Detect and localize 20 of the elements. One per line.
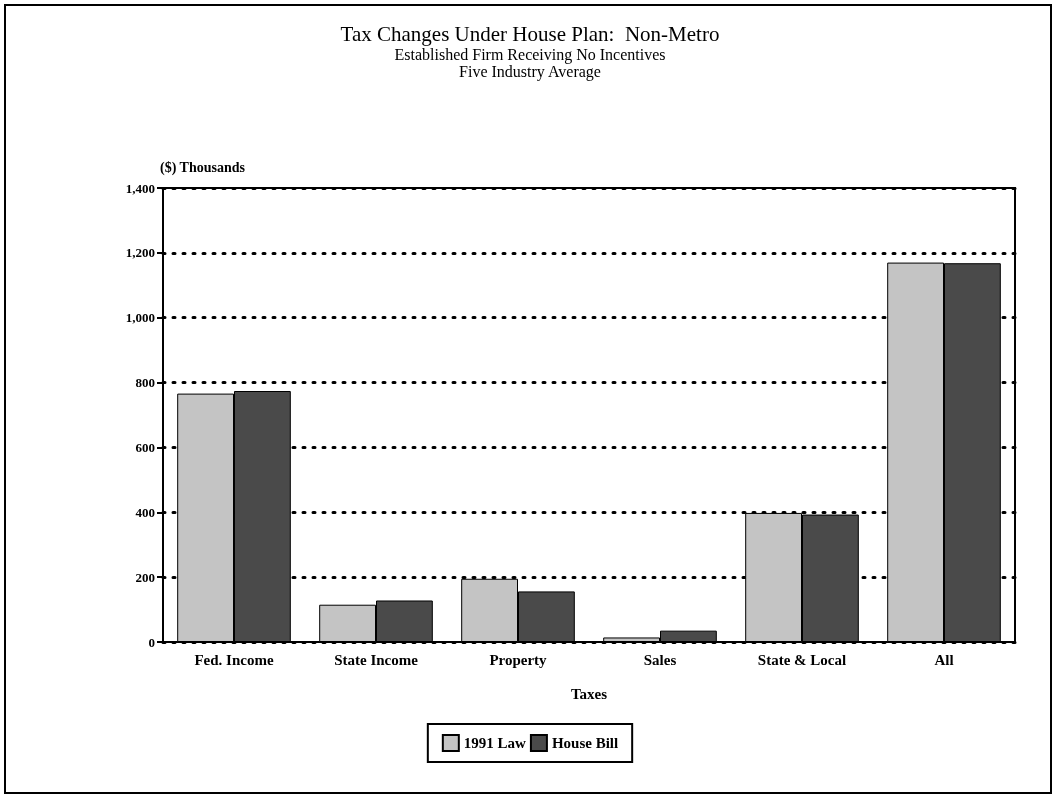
x-tick-label: All: [934, 651, 954, 668]
x-tick-label: Fed. Income: [194, 651, 274, 668]
legend-label: House Bill: [551, 735, 619, 751]
y-tick-label: 1,400: [125, 180, 155, 196]
legend-label: 1991 Law: [463, 735, 527, 751]
y-tick-label: 0: [148, 634, 155, 650]
x-tick-label: State Income: [334, 651, 419, 668]
chart-title: Tax Changes Under House Plan: Non-Metro: [340, 21, 720, 46]
y-tick-label: 1,000: [125, 310, 155, 326]
y-tick-label: 1,200: [125, 245, 155, 261]
y-tick-label: 800: [135, 375, 155, 391]
x-tick-label: State & Local: [757, 651, 847, 668]
x-tick-label: Sales: [643, 651, 677, 668]
y-tick-label: 400: [135, 504, 155, 520]
x-tick-label: Property: [489, 651, 548, 668]
chart-subtitle: Established Firm Receiving No Incentives Five Industry Average: [394, 46, 666, 81]
y-axis-title: ($) Thousands: [160, 159, 246, 176]
y-tick-label: 600: [135, 439, 155, 455]
x-axis-title: Taxes: [570, 685, 608, 702]
y-tick-label: 200: [135, 569, 155, 585]
